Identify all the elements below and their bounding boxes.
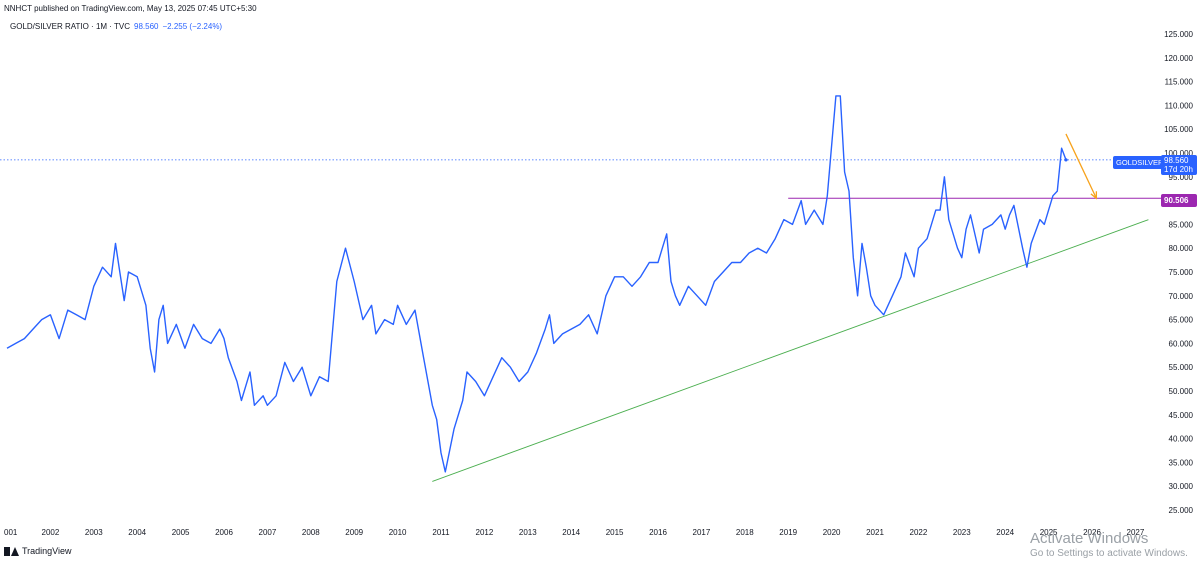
x-tick-label: 2019 (779, 528, 797, 537)
y-tick-label: 100.000 (1164, 149, 1193, 158)
y-tick-label: 35.000 (1169, 458, 1194, 467)
level-badge: 90.506 (1161, 194, 1197, 207)
down-arrow-head-icon (1090, 191, 1098, 200)
x-tick-label: 2027 (1127, 528, 1145, 537)
plot-area (0, 95, 1162, 482)
y-tick-label: 120.000 (1164, 54, 1193, 63)
y-tick-label: 30.000 (1169, 482, 1194, 491)
y-tick-label: 70.000 (1169, 292, 1194, 301)
x-tick-label: 2008 (302, 528, 320, 537)
y-tick-label: 60.000 (1169, 339, 1194, 348)
y-tick-label: 85.000 (1169, 220, 1194, 229)
x-tick-label: 2012 (476, 528, 494, 537)
x-tick-label: 2020 (823, 528, 841, 537)
price-axis: 25.000 30.000 35.000 40.000 45.000 50.000 55.0… (1164, 30, 1193, 515)
last-point-marker (1064, 158, 1068, 162)
y-tick-label: 110.000 (1165, 101, 1194, 110)
x-tick-label: 2013 (519, 528, 537, 537)
tradingview-logo-icon (4, 546, 19, 556)
x-tick-label: 2014 (562, 528, 580, 537)
x-tick-label: 2018 (736, 528, 754, 537)
y-tick-label: 45.000 (1169, 411, 1194, 420)
price-badge-value: 98.560 (1164, 156, 1189, 165)
time-axis: 001 2002 2003 2004 2005 2006 2007 2008 2009 2010 2… (4, 528, 1145, 537)
down-arrow-shaft[interactable] (1065, 133, 1097, 199)
x-tick-label: 2004 (128, 528, 146, 537)
ratio-series-line[interactable] (6, 95, 1067, 473)
x-tick-label: 2002 (42, 528, 60, 537)
y-tick-label: 65.000 (1169, 316, 1194, 325)
last-value: 98.560 (134, 22, 159, 31)
published-line: NNHCT published on TradingView.com, May … (4, 4, 257, 13)
symbol-badge: GOLDSILVER (1113, 156, 1167, 169)
symbol-label: GOLD/SILVER RATIO · 1M · TVC (10, 22, 131, 31)
x-tick-label: 2007 (259, 528, 277, 537)
x-tick-label: 001 (4, 528, 18, 537)
y-tick-label: 125.000 (1164, 30, 1193, 39)
price-badge: 98.560 17d 20h (1161, 155, 1197, 175)
y-tick-label: 80.000 (1169, 244, 1194, 253)
y-tick-label: 50.000 (1169, 387, 1194, 396)
x-tick-label: 2024 (996, 528, 1014, 537)
x-tick-label: 2016 (649, 528, 667, 537)
y-tick-label: 55.000 (1169, 363, 1194, 372)
y-tick-label: 95.000 (1169, 173, 1194, 182)
y-tick-label: 105.000 (1164, 125, 1193, 134)
x-tick-label: 2006 (215, 528, 233, 537)
y-tick-label: 75.000 (1169, 268, 1194, 277)
countdown-value: 17d 20h (1164, 165, 1193, 174)
x-tick-label: 2025 (1040, 528, 1058, 537)
x-tick-label: 2017 (693, 528, 711, 537)
x-tick-label: 2010 (389, 528, 407, 537)
activation-watermark: Activate Windows Go to Settings to activ… (1030, 530, 1188, 559)
brand-name: TradingView (22, 546, 72, 556)
y-tick-label: 25.000 (1169, 506, 1194, 515)
x-tick-label: 2023 (953, 528, 971, 537)
y-tick-label: 115.000 (1165, 78, 1194, 87)
x-tick-label: 2009 (345, 528, 363, 537)
x-tick-label: 2022 (910, 528, 928, 537)
x-tick-label: 2005 (172, 528, 190, 537)
support-trendline[interactable] (432, 219, 1149, 482)
watermark-subtitle: Go to Settings to activate Windows. (1030, 548, 1188, 559)
y-tick-label: 40.000 (1169, 435, 1194, 444)
x-tick-label: 2026 (1083, 528, 1101, 537)
x-tick-label: 2021 (866, 528, 884, 537)
tradingview-footer[interactable]: TradingView (4, 546, 72, 556)
change-value: −2.255 (−2.24%) (162, 22, 223, 31)
symbol-legend[interactable]: GOLD/SILVER RATIO · 1M · TVC 98.560 −2.2… (10, 22, 222, 31)
x-tick-label: 2011 (432, 528, 450, 537)
watermark-title: Activate Windows (1030, 530, 1149, 547)
x-tick-label: 2003 (85, 528, 103, 537)
x-tick-label: 2015 (606, 528, 624, 537)
